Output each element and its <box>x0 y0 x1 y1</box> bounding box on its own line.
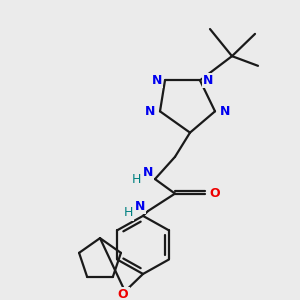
Text: N: N <box>135 200 145 213</box>
Text: N: N <box>152 74 162 87</box>
Text: N: N <box>145 105 155 118</box>
Text: N: N <box>203 74 213 87</box>
Text: N: N <box>143 166 153 179</box>
Text: H: H <box>123 206 133 220</box>
Text: O: O <box>118 288 128 300</box>
Text: N: N <box>220 105 230 118</box>
Text: O: O <box>210 187 220 200</box>
Text: H: H <box>131 172 141 186</box>
